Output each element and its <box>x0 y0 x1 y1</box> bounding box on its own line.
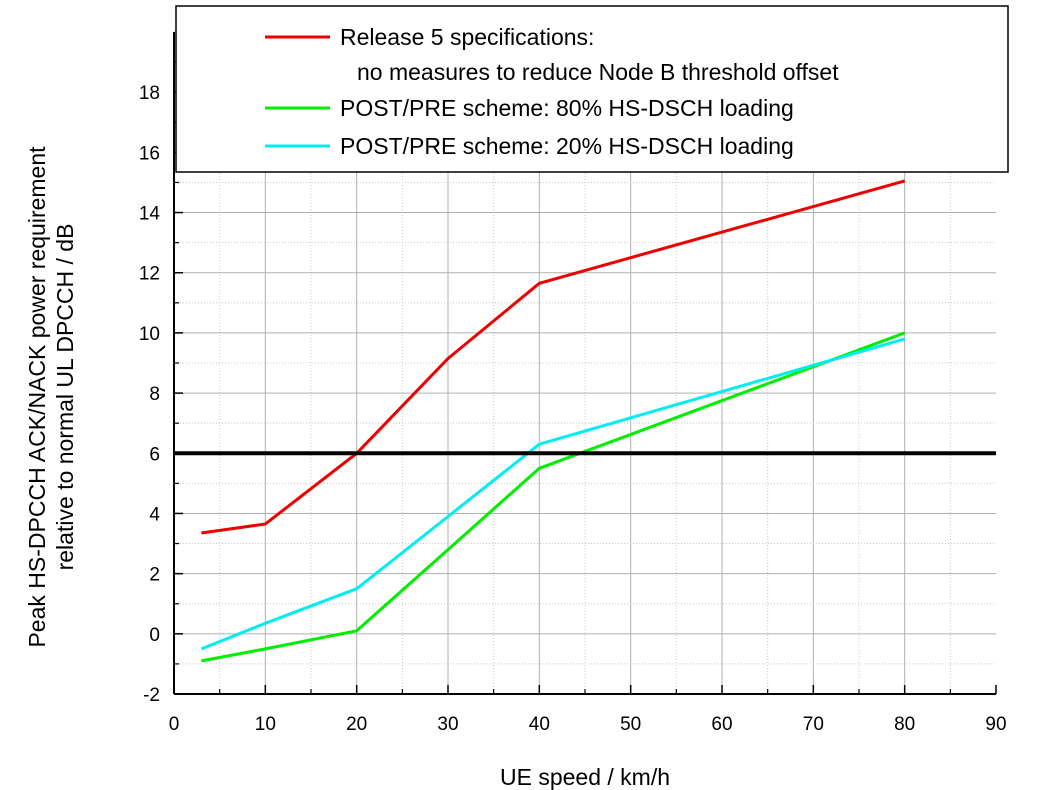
series-lines <box>200 179 906 663</box>
series-line-2 <box>200 337 906 651</box>
y-tick-label: 16 <box>139 143 160 164</box>
y-tick-label: 18 <box>139 83 160 104</box>
x-tick-label: 80 <box>894 714 915 735</box>
legend-label-20pct: POST/PRE scheme: 20% HS-DSCH loading <box>340 133 794 159</box>
y-tick-label: 8 <box>149 384 160 405</box>
legend-label-release5: Release 5 specifications: <box>340 24 594 50</box>
series-line-0 <box>201 179 906 535</box>
legend-label-release5-line2: no measures to reduce Node B threshold o… <box>357 59 839 85</box>
y-tick-label: 4 <box>149 504 160 525</box>
x-tick-label: 0 <box>169 714 180 735</box>
x-tick-label: 70 <box>803 714 824 735</box>
y-tick-label: 12 <box>139 264 160 285</box>
x-tick-label: 10 <box>255 714 276 735</box>
legend: Release 5 specifications: no measures to… <box>175 5 1009 173</box>
series-line-1 <box>201 331 906 663</box>
y-axis-title-line2: relative to normal UL DPCCH / dB <box>52 224 78 571</box>
x-tick-label: 90 <box>985 714 1006 735</box>
x-tick-label: 20 <box>346 714 367 735</box>
axes <box>173 32 997 695</box>
x-tick-labels: 0 10 20 30 40 50 60 70 80 90 <box>169 714 1007 735</box>
x-axis-title: UE speed / km/h <box>500 764 670 790</box>
x-tick-label: 60 <box>711 714 732 735</box>
y-tick-label: 14 <box>139 204 161 225</box>
x-tick-label: 40 <box>529 714 550 735</box>
y-tick-label: -2 <box>143 685 160 706</box>
y-axis-title: Peak HS-DPCCH ACK/NACK power requirement… <box>24 146 78 648</box>
y-tick-label: 0 <box>149 625 160 646</box>
legend-label-80pct: POST/PRE scheme: 80% HS-DSCH loading <box>340 95 794 121</box>
y-tick-label: 2 <box>149 565 160 586</box>
y-tick-label: 10 <box>139 324 160 345</box>
x-tick-label: 50 <box>620 714 641 735</box>
y-axis-title-line1: Peak HS-DPCCH ACK/NACK power requirement <box>24 146 50 648</box>
legend-box <box>175 5 1009 173</box>
y-tick-label: 6 <box>149 444 160 465</box>
y-tick-labels: -2 0 2 4 6 8 10 12 14 16 18 <box>139 83 161 706</box>
x-tick-label: 30 <box>437 714 458 735</box>
